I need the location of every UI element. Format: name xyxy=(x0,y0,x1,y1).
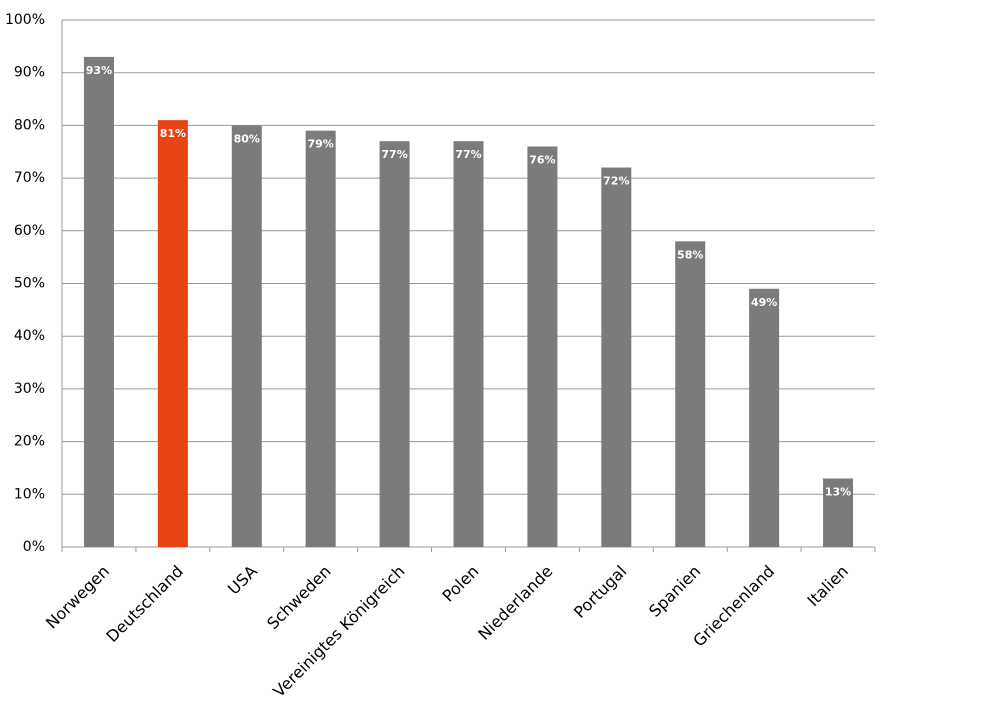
value-label: 80% xyxy=(234,132,260,145)
value-label: 58% xyxy=(677,248,703,261)
bar xyxy=(231,125,262,548)
y-tick-label: 40% xyxy=(14,328,45,344)
bar xyxy=(675,241,706,547)
bar xyxy=(453,141,484,547)
bar xyxy=(83,56,114,547)
value-label: 93% xyxy=(86,64,112,77)
value-label: 49% xyxy=(751,296,777,309)
x-tick-label: Norwegen xyxy=(42,562,113,633)
y-tick-label: 30% xyxy=(14,381,45,397)
y-tick-label: 10% xyxy=(14,486,45,502)
x-tick-label: Portugal xyxy=(570,562,630,622)
value-label: 81% xyxy=(160,127,186,140)
y-tick-label: 0% xyxy=(23,539,45,555)
x-tick-label: Polen xyxy=(438,562,482,606)
x-tick-label: Deutschland xyxy=(102,562,186,646)
bar xyxy=(157,120,188,547)
x-tick-label: Spanien xyxy=(645,562,704,621)
value-label: 76% xyxy=(529,153,555,166)
x-tick-label: Vereinigtes Königreich xyxy=(269,562,408,701)
bar xyxy=(379,141,410,547)
value-label: 79% xyxy=(308,138,334,151)
bar xyxy=(749,288,780,547)
x-tick-label: Italien xyxy=(803,562,852,611)
value-label: 77% xyxy=(455,148,481,161)
bar xyxy=(601,167,632,547)
bar xyxy=(527,146,558,548)
x-tick-label: Schweden xyxy=(263,562,335,634)
y-tick-label: 90% xyxy=(14,65,45,81)
value-label: 77% xyxy=(381,148,407,161)
y-tick-label: 60% xyxy=(14,223,45,239)
bar xyxy=(823,478,854,547)
x-tick-label: Niederlande xyxy=(474,562,556,644)
y-tick-label: 50% xyxy=(14,276,45,292)
bar xyxy=(305,130,336,548)
value-label: 72% xyxy=(603,175,629,188)
x-tick-label: USA xyxy=(224,562,261,599)
y-tick-label: 80% xyxy=(14,117,45,133)
y-tick-label: 100% xyxy=(5,12,45,28)
y-tick-label: 20% xyxy=(14,434,45,450)
value-label: 13% xyxy=(825,485,851,498)
y-tick-label: 70% xyxy=(14,170,45,186)
